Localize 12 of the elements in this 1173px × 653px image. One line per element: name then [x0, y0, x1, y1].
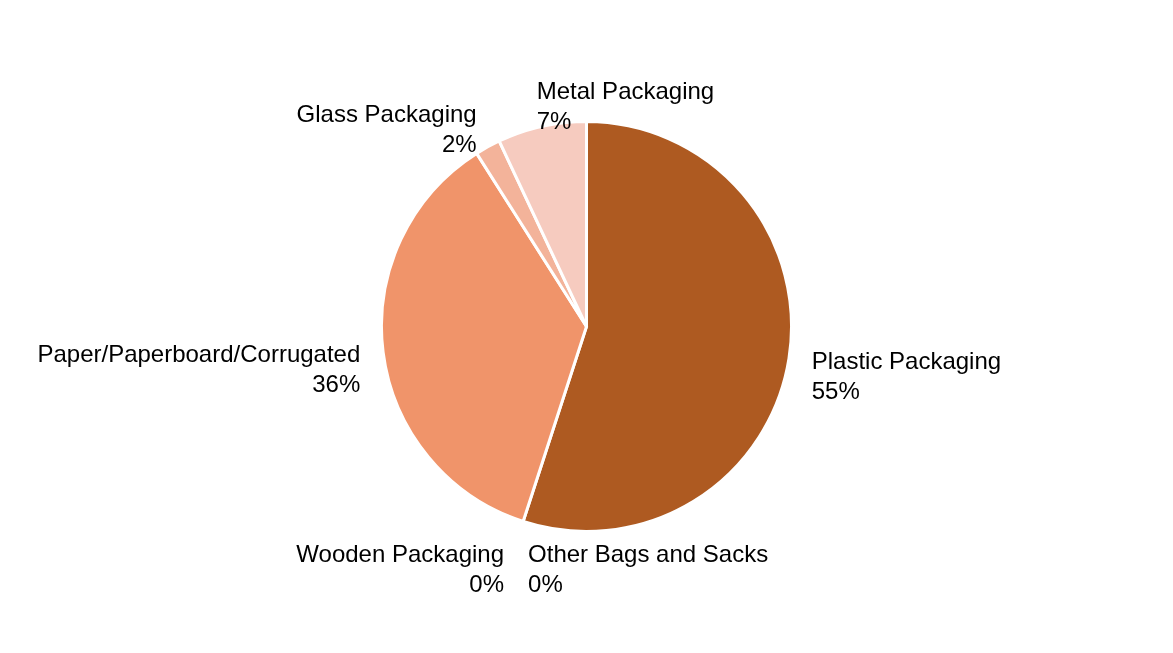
- data-label: 55%: [811, 377, 860, 405]
- slice-label: Plastic Packaging: [811, 347, 1002, 375]
- category-label: Wooden Packaging: [296, 540, 505, 568]
- slice-label: Glass Packaging: [296, 99, 477, 127]
- data-label: 2%: [441, 129, 477, 157]
- data-label: 7%: [536, 106, 572, 134]
- data-label: 36%: [312, 370, 361, 398]
- slice-label: Paper/Paperboard/Corrugated: [37, 340, 361, 368]
- text: 0%: [528, 570, 563, 598]
- category-label: Other Bags and Sacks: [528, 540, 769, 568]
- text: 0%: [469, 570, 505, 598]
- slice-label: Metal Packaging: [536, 76, 715, 104]
